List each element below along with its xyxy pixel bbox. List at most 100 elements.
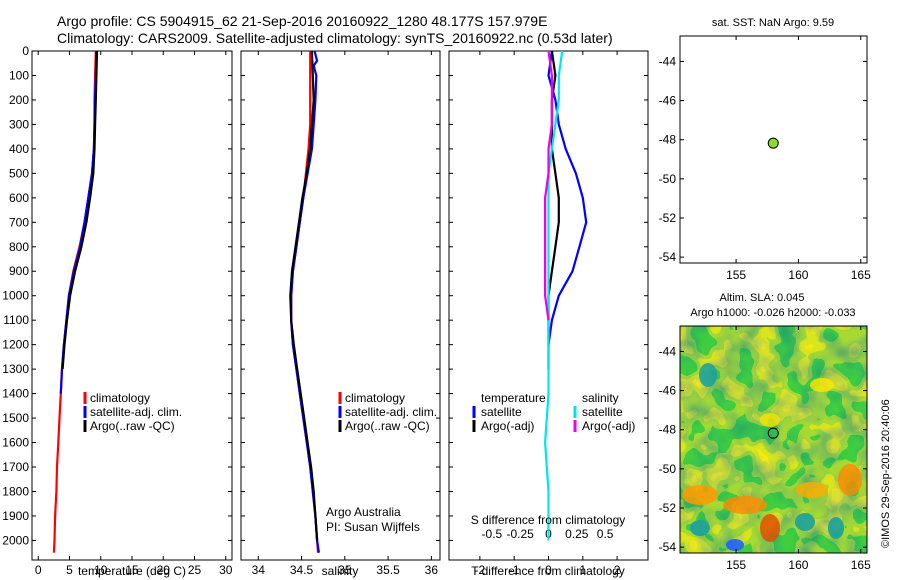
temperature-series-argo-raw-qc-: [61, 50, 99, 370]
map-x-tick-label: 160: [788, 268, 808, 282]
y-tick-label: 1900: [2, 509, 29, 523]
map-y-tick-label: -50: [659, 462, 677, 476]
legend-label: satellite-adj. clim.: [345, 405, 437, 419]
argo-position-marker: [767, 137, 779, 149]
sst-map-axes: [679, 35, 868, 264]
sla-map-subtitle: Argo h1000: -0.026 h2000: -0.033: [690, 307, 855, 319]
map-y-tick-label: -48: [659, 423, 677, 437]
map-x-tick-label: 155: [726, 558, 746, 572]
map-x-tick-label: 155: [726, 268, 746, 282]
y-tick-label: 1600: [2, 436, 29, 450]
difference-series-satellite: [543, 50, 564, 541]
sla-heatmap: [680, 326, 867, 553]
sla-map-axes: [679, 325, 868, 554]
y-tick-label: 1800: [2, 484, 29, 498]
legend-title-salinity: salinity: [582, 391, 619, 405]
x-tick-label: 35: [338, 563, 352, 577]
y-tick-label: 200: [9, 93, 29, 107]
top-x-tick-label: 0.25: [565, 527, 589, 541]
legend-label: climatology: [90, 391, 150, 405]
x-tick-label: -1: [509, 563, 520, 577]
title-line-1: Argo profile: CS 5904915_62 21-Sep-2016 …: [57, 13, 547, 29]
pi-note: PI: Susan Wijffels: [326, 520, 420, 534]
map-y-tick-label: -48: [659, 133, 677, 147]
y-tick-label: 400: [9, 142, 29, 156]
x-tick-label: 36: [425, 563, 439, 577]
sla-map-title: Altim. SLA: 0.045: [720, 292, 805, 304]
y-tick-label: 0: [22, 44, 29, 58]
map-y-tick-label: -52: [659, 211, 677, 225]
y-tick-label: 500: [9, 166, 29, 180]
legend-title-temperature: temperature: [481, 391, 546, 405]
x-tick-label: 34: [252, 563, 266, 577]
legend-label: climatology: [345, 391, 405, 405]
salinity-xlabel: salinity: [322, 564, 359, 578]
salinity-legend: climatology satellite-adj. clim. Argo(..…: [338, 391, 437, 433]
y-tick-label: 100: [9, 68, 29, 82]
legend-label: Argo(..raw -QC): [90, 419, 175, 433]
temperature-legend: climatology satellite-adj. clim. Argo(..…: [83, 391, 182, 433]
y-tick-label: 2000: [2, 533, 29, 547]
temperature-xlabel: temperature (deg C): [78, 564, 186, 578]
y-tick-label: 1700: [2, 460, 29, 474]
temperature-series-satellite-adj-clim-: [59, 50, 98, 394]
y-tick-label: 600: [9, 191, 29, 205]
x-tick-label: 2: [614, 563, 621, 577]
argo-position-marker: [767, 427, 779, 439]
y-tick-label: 700: [9, 215, 29, 229]
temperature-axes: [31, 50, 233, 561]
x-tick-label: 5: [66, 563, 73, 577]
y-tick-label: 800: [9, 240, 29, 254]
y-tick-label: 1400: [2, 387, 29, 401]
map-y-tick-label: -54: [659, 250, 677, 264]
x-tick-label: 10: [94, 563, 108, 577]
difference-series-argo-adj-: [543, 50, 554, 321]
difference-xlabel: T difference from climatology: [471, 564, 625, 578]
legend-label: satellite: [481, 405, 522, 419]
x-tick-label: 35.5: [376, 563, 400, 577]
legend-label: satellite-adj. clim.: [90, 405, 182, 419]
legend-label: Argo(-adj): [481, 419, 534, 433]
difference-top-xlabel: S difference from climatology: [471, 513, 626, 527]
map-y-tick-label: -44: [659, 344, 677, 358]
y-tick-label: 1300: [2, 362, 29, 376]
title-line-2: Climatology: CARS2009. Satellite-adjuste…: [57, 30, 613, 46]
y-tick-label: 1500: [2, 411, 29, 425]
difference-series-satellite: [547, 50, 588, 370]
legend-label: satellite: [582, 405, 623, 419]
legend-label: Argo(..raw -QC): [345, 419, 430, 433]
map-y-tick-label: -44: [659, 54, 677, 68]
top-x-tick-label: -0.5: [482, 527, 503, 541]
y-tick-label: 1200: [2, 338, 29, 352]
sst-map-title: sat. SST: NaN Argo: 9.59: [712, 17, 834, 29]
y-tick-label: 900: [9, 264, 29, 278]
map-x-tick-label: 165: [851, 558, 871, 572]
map-y-tick-label: -50: [659, 172, 677, 186]
x-tick-label: 0: [35, 563, 42, 577]
map-y-tick-label: -46: [659, 94, 677, 108]
x-tick-label: 1: [579, 563, 586, 577]
map-x-tick-label: 165: [851, 268, 871, 282]
y-tick-label: 300: [9, 117, 29, 131]
map-y-tick-label: -46: [659, 384, 677, 398]
argo-australia-note: Argo Australia: [326, 505, 401, 519]
x-tick-label: 20: [157, 563, 171, 577]
x-tick-label: 30: [219, 563, 233, 577]
salinity-series-satellite-adj-clim-: [290, 50, 320, 553]
x-tick-label: 0: [545, 563, 552, 577]
legend-label: Argo(-adj): [582, 419, 635, 433]
salinity-axes: [240, 50, 441, 561]
x-tick-label: 15: [125, 563, 139, 577]
y-tick-label: 1100: [3, 313, 29, 327]
x-tick-label: 25: [188, 563, 202, 577]
salinity-series-argo-raw-qc-: [289, 50, 319, 541]
difference-legend: temperature salinity satellite Argo(-adj…: [472, 391, 635, 433]
temperature-series-climatology: [52, 50, 97, 553]
top-x-tick-label: 0.5: [597, 527, 614, 541]
map-y-tick-label: -52: [659, 501, 677, 515]
imos-credit: ©IMOS 29-Sep-2016 20:40:06: [880, 399, 892, 548]
x-tick-label: -2: [475, 563, 486, 577]
y-tick-label: 1000: [2, 289, 29, 303]
top-x-tick-label: -0.25: [507, 527, 535, 541]
